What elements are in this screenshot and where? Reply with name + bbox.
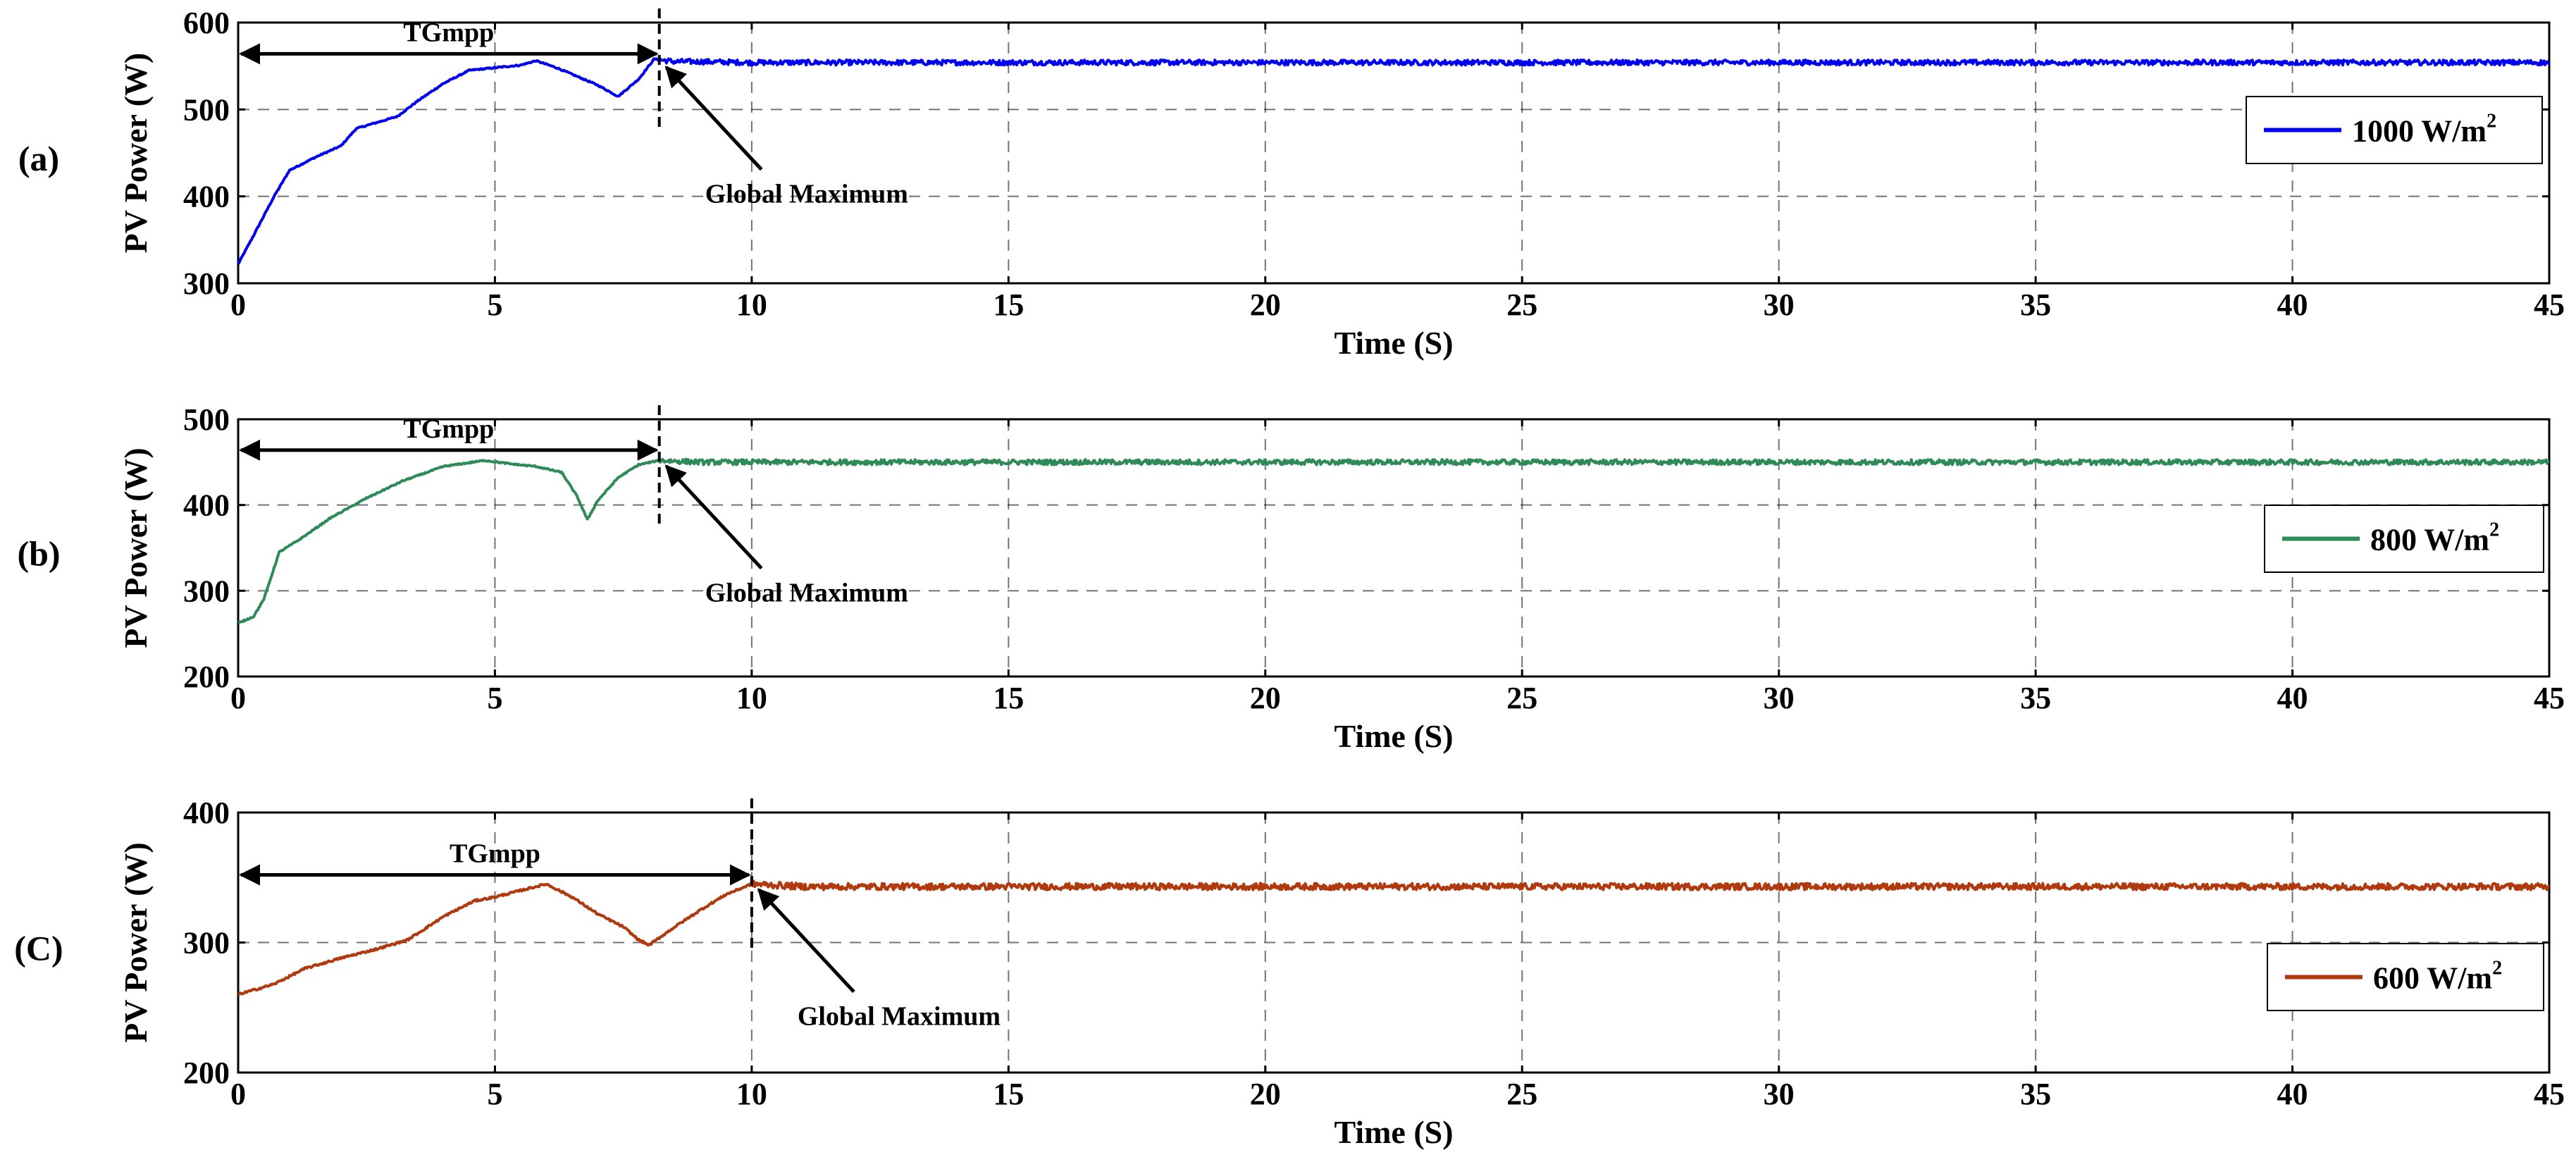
global-maximum-arrow — [664, 464, 763, 570]
x-axis-title: Time (S) — [1334, 1114, 1453, 1150]
chart-panel: 0 5 10 15 20 25 30 35 40 45 200 300 400 500 Time (S) PV… — [17, 402, 2565, 754]
y-tick-label: 400 — [183, 796, 230, 830]
legend-superscript: 2 — [2489, 519, 2499, 541]
x-tick-label: 15 — [993, 681, 1024, 715]
legend-superscript: 2 — [2487, 111, 2496, 132]
global-maximum-label: Global Maximum — [798, 1001, 1001, 1031]
y-tick-label: 300 — [183, 926, 230, 960]
y-tick-label: 200 — [183, 660, 230, 694]
panel-label: (b) — [17, 534, 60, 574]
x-tick-label: 5 — [487, 681, 502, 715]
y-axis-title: PV Power (W) — [118, 447, 154, 648]
global-maximum-label: Global Maximum — [705, 578, 908, 607]
legend: 600 W/m2 — [2267, 943, 2544, 1011]
y-axis-title: PV Power (W) — [118, 53, 154, 253]
x-tick-label: 25 — [1506, 288, 1537, 322]
x-tick-label: 35 — [2020, 288, 2051, 322]
legend-label: 800 W/m — [2370, 523, 2489, 557]
x-tick-label: 45 — [2534, 288, 2565, 322]
x-tick-label: 20 — [1250, 1077, 1281, 1111]
y-tick-label: 600 — [183, 6, 230, 40]
legend: 1000 W/m2 — [2246, 96, 2543, 164]
x-tick-label: 20 — [1250, 681, 1281, 715]
global-maximum-label: Global Maximum — [705, 180, 908, 209]
x-tick-label: 35 — [2020, 1077, 2051, 1111]
x-axis-title: Time (S) — [1334, 718, 1453, 754]
x-tick-label: 45 — [2534, 1077, 2565, 1111]
legend-entry: 800 W/m2 — [2370, 519, 2499, 557]
x-tick-label: 15 — [993, 288, 1024, 322]
x-tick-label: 0 — [230, 681, 246, 715]
x-tick-label: 45 — [2534, 681, 2565, 715]
chart-panel: 0 5 10 15 20 25 30 35 40 45 200 300 400 Time (S) PV Po… — [14, 796, 2565, 1150]
x-tick-label: 15 — [993, 1077, 1024, 1111]
legend-entry: 1000 W/m2 — [2352, 111, 2496, 149]
chart-panel: 0 5 10 15 20 25 30 35 40 45 300 400 500 600 Time (S) PV… — [18, 6, 2565, 361]
x-tick-label: 5 — [487, 288, 502, 322]
y-tick-label: 500 — [183, 92, 230, 127]
x-tick-label: 25 — [1506, 1077, 1537, 1111]
x-tick-label: 25 — [1506, 681, 1537, 715]
x-tick-label: 10 — [736, 681, 767, 715]
tgmpp-label: TGmpp — [403, 18, 494, 47]
y-tick-label: 300 — [183, 266, 230, 301]
legend: 800 W/m2 — [2264, 505, 2544, 573]
x-tick-label: 30 — [1764, 681, 1795, 715]
global-maximum-arrow — [757, 888, 855, 994]
x-tick-label: 40 — [2277, 681, 2308, 715]
y-tick-label: 400 — [183, 180, 230, 214]
x-tick-label: 0 — [230, 1077, 246, 1111]
x-axis-title: Time (S) — [1334, 325, 1453, 361]
x-tick-label: 10 — [736, 1077, 767, 1111]
x-tick-label: 35 — [2020, 681, 2051, 715]
legend-superscript: 2 — [2492, 958, 2502, 980]
x-tick-label: 10 — [736, 288, 767, 322]
y-tick-label: 500 — [183, 402, 230, 437]
x-tick-label: 30 — [1764, 1077, 1795, 1111]
panel-label: (C) — [14, 929, 63, 968]
x-tick-label: 30 — [1764, 288, 1795, 322]
plot-area-frame — [237, 418, 2551, 678]
legend-label: 1000 W/m — [2352, 114, 2487, 149]
y-tick-label: 200 — [183, 1056, 230, 1090]
y-tick-label: 300 — [183, 574, 230, 608]
plot-area-frame — [237, 21, 2551, 285]
series-line — [237, 879, 2550, 996]
legend-entry: 600 W/m2 — [2373, 958, 2502, 996]
global-maximum-arrow — [664, 66, 763, 171]
legend-label: 600 W/m — [2373, 961, 2492, 996]
panel-label: (a) — [18, 139, 59, 178]
x-tick-label: 20 — [1250, 288, 1281, 322]
x-tick-label: 0 — [230, 288, 246, 322]
series-line — [237, 57, 2550, 265]
x-tick-label: 40 — [2277, 288, 2308, 322]
x-tick-label: 40 — [2277, 1077, 2308, 1111]
series-line — [237, 457, 2550, 624]
y-axis-title: PV Power (W) — [118, 842, 154, 1042]
x-tick-label: 5 — [487, 1077, 502, 1111]
tgmpp-label: TGmpp — [450, 839, 540, 869]
y-tick-label: 400 — [183, 488, 230, 523]
tgmpp-label: TGmpp — [403, 414, 494, 444]
